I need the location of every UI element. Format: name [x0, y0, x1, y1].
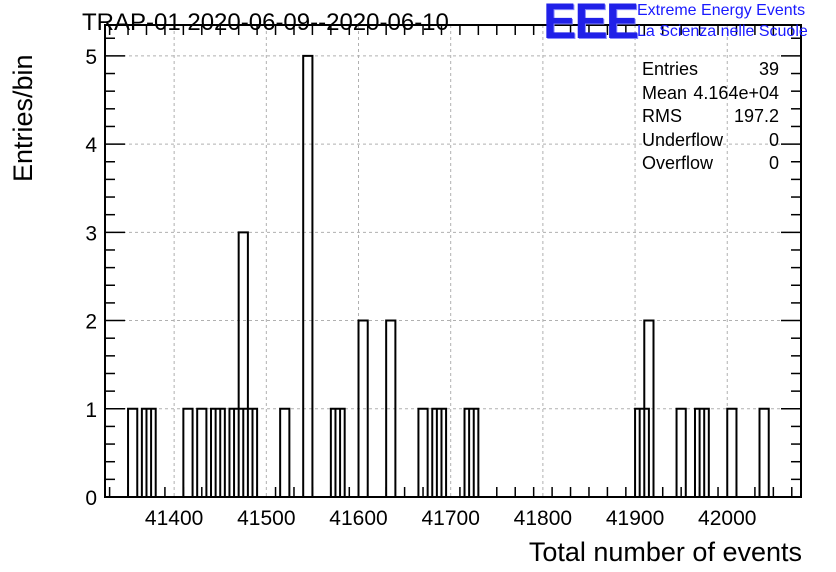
eee-logo-mark: EEE — [543, 0, 639, 49]
y-tick-label: 1 — [85, 399, 97, 422]
stat-key: RMS — [642, 106, 682, 126]
stat-value: 39 — [758, 59, 779, 79]
histogram-outline — [127, 54, 770, 497]
plot-frame — [104, 24, 802, 498]
stat-key: Overflow — [642, 153, 714, 173]
x-tick-label: 41700 — [421, 507, 479, 530]
x-tick-label: 41400 — [145, 507, 203, 530]
y-tick-label: 0 — [85, 487, 97, 510]
chart-title: TRAP-01 2020-06-09--2020-06-10 — [82, 9, 449, 36]
y-tick-label: 3 — [85, 222, 97, 245]
stat-value: 0 — [768, 129, 779, 150]
stat-key: Entries — [642, 59, 699, 79]
y-tick-label: 2 — [85, 311, 97, 334]
axis-ticks — [105, 25, 801, 498]
logo-line-1: Extreme Energy Events — [637, 2, 806, 19]
y-tick-label: 4 — [85, 134, 97, 157]
x-tick-label: 42000 — [698, 507, 756, 530]
stat-key: Underflow — [642, 129, 724, 150]
x-axis-label: Total number of events — [528, 537, 802, 567]
stat-value: 197.2 — [733, 106, 779, 126]
x-tick-labels: 41400 41500 41600 41700 41800 41900 42000 — [145, 507, 757, 530]
stat-row-mean: Mean 4.164e+04 — [641, 83, 779, 107]
stat-value: 4.164e+04 — [693, 82, 779, 103]
stat-row-overflow: Overflow 0 — [641, 153, 779, 177]
stat-row-entries: Entries 39 — [641, 59, 779, 83]
x-tick-label: 41600 — [329, 507, 387, 530]
x-tick-label: 41800 — [514, 507, 572, 530]
x-tick-label: 41900 — [606, 507, 664, 530]
stat-row-underflow: Underflow 0 — [641, 130, 779, 154]
stats-box: Entries 39 Mean 4.164e+04 RMS 197.2 Unde… — [641, 59, 779, 177]
stat-key: Mean — [642, 82, 688, 103]
y-tick-labels: 0 1 2 3 4 5 — [85, 46, 97, 510]
y-axis-label: Entries/bin — [8, 54, 38, 182]
stat-value: 0 — [768, 153, 779, 173]
stat-row-rms: RMS 197.2 — [641, 106, 779, 130]
x-tick-label: 41500 — [237, 507, 295, 530]
eee-logo: EEE Extreme Energy Events La Scienza nel… — [543, 0, 833, 48]
y-tick-label: 5 — [85, 46, 97, 69]
grid-lines — [105, 25, 801, 497]
logo-line-2: La Scienza nelle Scuole — [637, 23, 808, 40]
